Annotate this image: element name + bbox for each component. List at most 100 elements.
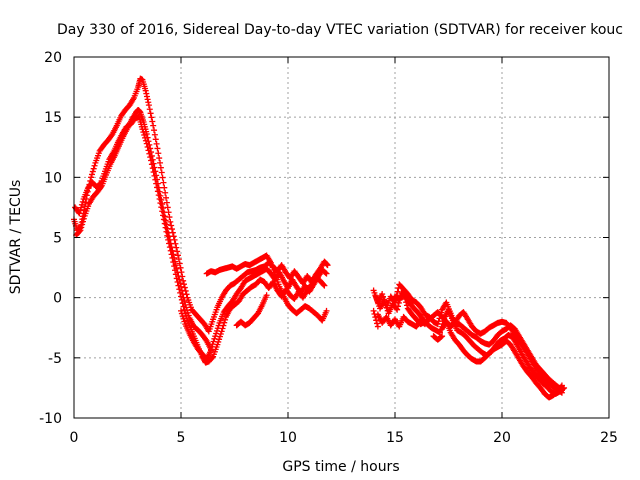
data-point-marker: [370, 307, 377, 314]
data-point-marker: [175, 282, 182, 289]
data-point-marker: [322, 269, 329, 276]
data-point-marker: [139, 126, 146, 133]
data-point-marker: [401, 292, 408, 299]
data-point-marker: [154, 188, 161, 195]
x-axis-label: GPS time / hours: [282, 459, 399, 475]
data-point-marker: [175, 252, 182, 259]
data-point-marker: [171, 263, 178, 270]
data-point-marker: [558, 382, 565, 389]
data-point-marker: [558, 389, 565, 396]
data-point-marker: [323, 307, 330, 314]
data-point-marker: [88, 174, 95, 181]
data-point-marker: [90, 165, 97, 172]
y-axis-label: SDTVAR / TECUs: [8, 180, 24, 295]
data-point-marker: [219, 325, 226, 332]
data-series: [71, 75, 568, 401]
x-tick-label: 10: [279, 430, 297, 446]
data-point-marker: [181, 306, 188, 313]
data-point-marker: [403, 299, 410, 306]
data-point-marker: [154, 184, 161, 191]
data-point-marker: [79, 218, 86, 225]
data-point-marker: [149, 118, 156, 125]
y-tick-label: 10: [44, 170, 62, 186]
data-point-marker: [207, 347, 214, 354]
y-tick-label: -5: [48, 351, 62, 367]
data-point-marker: [150, 169, 157, 176]
series-sdtvar-track-d: [178, 252, 565, 396]
data-point-marker: [436, 329, 443, 336]
data-point-marker: [177, 289, 184, 296]
data-point-marker: [400, 289, 407, 296]
data-point-marker: [142, 137, 149, 144]
data-point-marker: [371, 311, 378, 318]
data-point-marker: [157, 159, 164, 166]
data-point-marker: [149, 165, 156, 172]
data-point-marker: [155, 150, 162, 157]
data-point-marker: [163, 199, 170, 206]
data-point-marker: [165, 236, 172, 243]
data-point-marker: [177, 264, 184, 271]
data-point-marker: [79, 198, 86, 205]
data-point-marker: [438, 333, 445, 340]
data-point-marker: [160, 179, 167, 186]
data-point-marker: [320, 281, 327, 288]
x-tick-label: 20: [493, 430, 511, 446]
data-point-marker: [178, 293, 184, 300]
data-point-marker: [178, 296, 185, 303]
data-point-marker: [148, 114, 155, 121]
data-point-marker: [144, 144, 151, 151]
x-tick-label: 15: [386, 430, 404, 446]
data-point-marker: [222, 316, 229, 323]
data-point-marker: [174, 248, 181, 255]
data-point-marker: [158, 169, 165, 176]
data-point-marker: [159, 208, 166, 215]
data-point-marker: [152, 176, 159, 183]
data-point-marker: [166, 240, 173, 247]
data-point-marker: [394, 303, 401, 310]
data-point-marker: [162, 189, 169, 196]
data-point-marker: [155, 192, 162, 199]
data-point-marker: [77, 207, 84, 214]
data-point-marker: [403, 302, 410, 309]
data-point-marker: [145, 102, 152, 109]
data-point-marker: [169, 254, 176, 261]
data-point-marker: [152, 136, 159, 143]
data-point-marker: [153, 140, 160, 147]
data-point-marker: [168, 251, 175, 258]
data-point-marker: [439, 333, 446, 340]
x-axis-tick-labels: 0 5 10 15 20 25: [70, 430, 618, 446]
data-point-marker: [221, 319, 228, 326]
data-point-marker: [96, 181, 103, 188]
data-point-marker: [157, 164, 164, 171]
data-point-marker: [373, 317, 380, 324]
data-point-marker: [160, 212, 167, 219]
data-point-marker: [168, 222, 175, 229]
data-point-marker: [80, 215, 87, 222]
data-point-marker: [164, 232, 171, 239]
data-point-marker: [321, 282, 328, 289]
data-point-marker: [166, 244, 173, 251]
data-point-marker: [172, 271, 179, 278]
data-point-marker: [164, 204, 171, 211]
data-point-marker: [163, 194, 170, 201]
data-point-marker: [394, 288, 401, 295]
data-point-marker: [156, 195, 163, 202]
data-point-marker: [89, 168, 96, 175]
data-point-marker: [158, 204, 165, 211]
data-point-marker: [91, 162, 98, 169]
data-point-marker: [174, 279, 181, 286]
data-point-marker: [151, 172, 158, 179]
data-point-marker: [88, 171, 95, 178]
data-point-marker: [142, 134, 149, 141]
data-point-marker: [323, 270, 330, 277]
chart-title: Day 330 of 2016, Sidereal Day-to-day VTE…: [57, 22, 623, 38]
y-tick-label: -10: [39, 411, 62, 427]
data-point-marker: [176, 286, 183, 293]
y-tick-label: 15: [44, 110, 62, 126]
data-point-marker: [147, 110, 154, 117]
data-point-marker: [176, 260, 183, 267]
data-point-marker: [148, 157, 155, 164]
data-point-marker: [146, 106, 153, 113]
data-point-marker: [153, 180, 160, 187]
